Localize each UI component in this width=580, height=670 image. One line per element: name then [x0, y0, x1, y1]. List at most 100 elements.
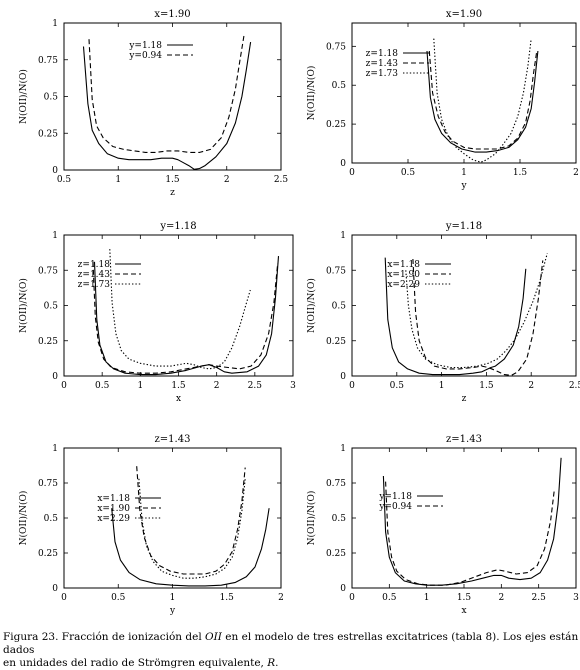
chart-panel-3: 0 0.5 1 1.5 2 2.5 3 0 0.25 0.5 0.75 1 y=1.18 x N(OII)/… — [18, 221, 296, 404]
y-tick-label: 0 — [340, 584, 346, 594]
y-axis-label: N(OII)/N(O) — [18, 278, 29, 333]
y-tick-label: 0.5 — [44, 93, 59, 103]
legend-label: x=1.18 — [97, 494, 130, 504]
caption-radius-symbol: R — [267, 657, 276, 669]
x-tick-label: 0.5 — [111, 593, 126, 603]
legend-label: y=1.18 — [378, 492, 412, 502]
series-line-1 — [382, 457, 562, 586]
legend-label: z=1.18 — [78, 260, 111, 270]
x-tick-label: 1 — [461, 168, 467, 178]
y-tick-label: 0.75 — [326, 266, 346, 276]
x-tick-label: 1.5 — [513, 168, 528, 178]
x-axis-label: x — [176, 394, 181, 404]
series-line-2 — [428, 50, 538, 150]
series-line-2 — [385, 481, 555, 586]
x-tick-label: 2 — [528, 381, 534, 391]
chart-title: z=1.43 — [155, 434, 191, 445]
x-tick-label: 0.5 — [57, 175, 72, 185]
y-tick-label: 0.75 — [326, 479, 346, 489]
x-tick-label: 0.5 — [382, 593, 397, 603]
legend-label: x=1.90 — [387, 270, 420, 280]
plot-frame — [351, 234, 577, 377]
chart-panel-6: 0 0.5 1 1.5 2 2.5 3 0 0.25 0.5 0.75 1 z=1.43 x N(OII)/… — [306, 434, 579, 616]
x-tick-label: 0 — [349, 381, 355, 391]
y-tick-label: 0.5 — [332, 81, 347, 91]
x-tick-label: 1 — [137, 381, 143, 391]
series-line-3 — [138, 478, 246, 579]
x-tick-label: 1.5 — [165, 175, 180, 185]
x-tick-label: 2.5 — [569, 381, 580, 391]
chart-title: x=1.90 — [154, 9, 190, 20]
x-tick-label: 2 — [278, 593, 284, 603]
x-tick-label: 3 — [573, 593, 579, 603]
caption-line-1-prefix: Figura 23. Fracción de ionización del — [3, 631, 206, 643]
y-tick-label: 1 — [52, 444, 58, 454]
series-line-1 — [93, 256, 280, 376]
series-line-3 — [109, 249, 251, 370]
series-line-3 — [405, 253, 548, 369]
legend-label: x=2.29 — [97, 514, 130, 524]
legend-label: z=1.43 — [78, 270, 111, 280]
x-tick-label: 0 — [349, 593, 355, 603]
x-tick-label: 1 — [170, 593, 176, 603]
x-tick-label: 2 — [573, 168, 579, 178]
chart-title: y=1.18 — [159, 221, 196, 232]
x-tick-label: 1.5 — [171, 381, 186, 391]
y-axis-label: N(OII)/N(O) — [306, 278, 317, 333]
x-tick-label: 2 — [498, 593, 504, 603]
legend-label: z=1.73 — [366, 69, 399, 79]
x-tick-label: 1 — [424, 593, 430, 603]
chart-panel-1: 0.5 1 1.5 2 2.5 0 0.25 0.5 0.75 1 x=1.90 z N(OII)/N(… — [18, 9, 288, 198]
x-tick-label: 0 — [61, 381, 67, 391]
x-tick-label: 0.5 — [390, 381, 405, 391]
chart-title: x=1.90 — [446, 9, 482, 20]
series-line-2 — [136, 466, 246, 575]
y-tick-label: 0.75 — [38, 56, 58, 66]
series-line-2 — [412, 258, 544, 376]
chart-legend: x=1.18x=1.90x=2.29 — [97, 494, 161, 524]
figure-caption: Figura 23. Fracción de ionización del OI… — [3, 631, 579, 670]
y-tick-label: 0.75 — [38, 266, 58, 276]
y-tick-label: 1 — [52, 231, 58, 241]
y-tick-label: 1 — [52, 19, 58, 29]
chart-legend: z=1.18z=1.43z=1.73 — [78, 260, 141, 290]
y-axis-label: N(OII)/N(O) — [18, 491, 29, 546]
series-line-2 — [92, 261, 279, 374]
caption-line-1-suffix: en el modelo de tres estrellas excitatri… — [3, 631, 579, 656]
x-axis-label: x — [461, 606, 466, 616]
legend-label: z=1.73 — [78, 280, 111, 290]
y-tick-label: 0 — [340, 372, 346, 382]
legend-label: x=2.29 — [387, 280, 420, 290]
y-tick-label: 0.25 — [38, 337, 58, 347]
legend-label: z=1.18 — [366, 49, 399, 59]
y-tick-label: 0.25 — [326, 549, 346, 559]
x-tick-label: 0 — [349, 168, 355, 178]
series-line-1 — [426, 50, 539, 153]
y-tick-label: 0.5 — [44, 514, 59, 524]
y-tick-label: 0.25 — [326, 337, 346, 347]
caption-line-2-prefix: en unidades del radio de Strömgren equiv… — [3, 657, 268, 669]
legend-label: y=1.18 — [128, 41, 162, 51]
y-tick-label: 0.5 — [332, 514, 347, 524]
series-line-3 — [433, 38, 532, 163]
chart-panel-5: 0 0.5 1 1.5 2 0 0.25 0.5 0.75 1 z=1.43 y N(OII)/N(O)… — [18, 434, 284, 616]
legend-label: z=1.43 — [366, 59, 399, 69]
chart-legend: y=1.18y=0.94 — [378, 492, 443, 512]
x-tick-label: 0.5 — [401, 168, 416, 178]
x-axis-label: z — [462, 394, 467, 404]
series-line-1 — [82, 42, 252, 170]
y-axis-label: N(OII)/N(O) — [18, 69, 29, 124]
y-tick-label: 0 — [340, 159, 346, 169]
caption-line-2-suffix: . — [275, 657, 279, 669]
y-tick-label: 0.25 — [38, 129, 58, 139]
legend-label: y=0.94 — [378, 502, 412, 512]
legend-label: x=1.90 — [97, 504, 130, 514]
series-line-1 — [111, 508, 270, 587]
chart-panel-2: 0 0.5 1 1.5 2 0 0.25 0.5 0.75 x=1.90 y N(OII)/N(O) z… — [306, 9, 579, 191]
series-line-1 — [384, 257, 527, 376]
x-tick-label: 2.5 — [248, 381, 263, 391]
y-tick-label: 0 — [52, 584, 58, 594]
series-line-2 — [88, 34, 245, 153]
legend-label: y=0.94 — [128, 51, 162, 61]
x-tick-label: 2 — [224, 175, 230, 185]
